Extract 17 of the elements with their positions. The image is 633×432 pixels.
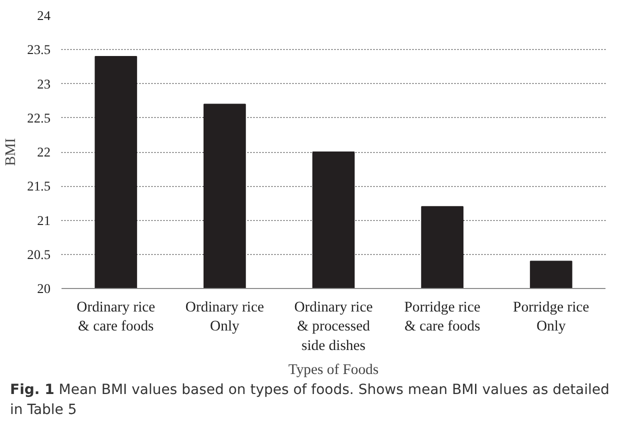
x-tick-label: Ordinary rice & processed side dishes (294, 300, 373, 354)
x-tick-label: Porridge rice Only (513, 300, 590, 335)
x-tick-label: Ordinary rice & care foods (76, 300, 156, 335)
caption: Fig. 1 (10, 382, 54, 398)
y-axis-title: BMI (3, 138, 20, 166)
x-tick-label: Porridge rice & care foods (404, 300, 480, 335)
y-tick-label: 20.5 (27, 246, 51, 262)
y-tick-label: 22.5 (27, 110, 51, 126)
y-tick-label: 22 (37, 144, 50, 160)
y-tick-label: 20 (37, 281, 51, 296)
x-axis-title: Types of Foods (288, 362, 379, 378)
y-tick-label: 24 (37, 8, 51, 23)
x-tick-label: Ordinary rice Only (185, 300, 264, 335)
y-tick-label: 23 (37, 76, 51, 92)
y-tick-label: 21 (37, 212, 50, 228)
y-tick-label: 23.5 (27, 42, 51, 58)
y-tick-label: 21.5 (27, 178, 51, 194)
